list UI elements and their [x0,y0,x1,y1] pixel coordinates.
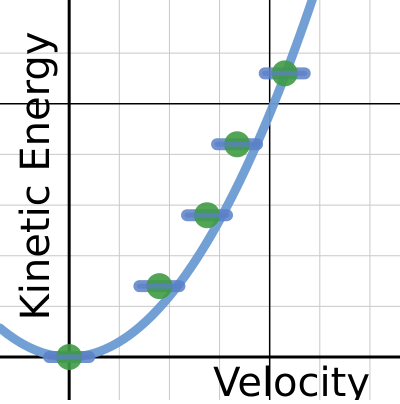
y-axis-label: Kinetic Energy [13,32,59,321]
data-point [181,202,234,229]
data-point [211,131,264,158]
data-point [133,273,186,300]
data-points-layer [43,60,311,370]
data-point [43,343,96,370]
data-point [258,60,311,87]
x-axis-label: Velocity [213,360,370,400]
